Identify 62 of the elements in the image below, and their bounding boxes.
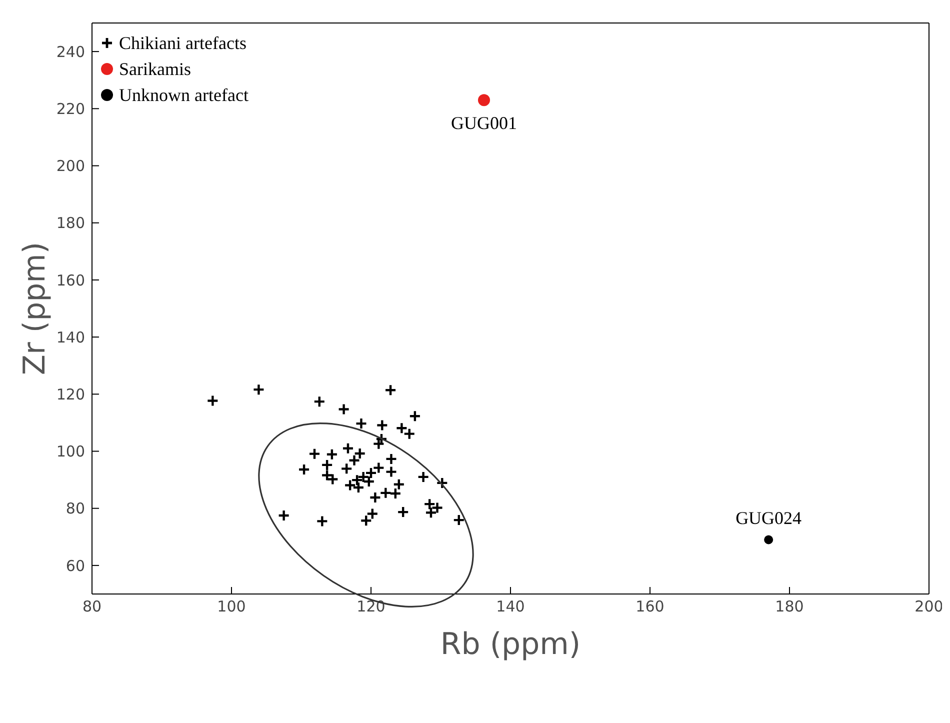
point <box>408 410 422 422</box>
point <box>764 535 774 544</box>
point <box>384 384 397 396</box>
point <box>372 462 385 474</box>
point <box>424 506 438 519</box>
legend-label: Sarikamis <box>119 58 191 81</box>
x-tick-label: 140 <box>496 598 525 616</box>
point <box>389 487 402 500</box>
x-tick-label: 120 <box>356 598 386 616</box>
y-tick-label: 180 <box>56 214 85 232</box>
point <box>313 395 326 408</box>
point <box>478 94 490 106</box>
point <box>350 474 364 486</box>
x-tick-label: 160 <box>636 598 664 616</box>
point <box>385 466 398 478</box>
point <box>342 442 354 454</box>
y-tick-label: 60 <box>66 556 85 575</box>
point <box>396 506 410 518</box>
point <box>385 452 398 466</box>
point <box>348 454 360 466</box>
x-tick-label: 180 <box>775 598 804 616</box>
legend-label: Chikiani artefacts <box>119 32 246 55</box>
x-tick-label: 200 <box>914 598 944 616</box>
point <box>340 462 353 475</box>
point <box>452 514 465 526</box>
point <box>417 470 430 484</box>
annotation: GUG001 <box>450 112 517 133</box>
point <box>298 463 310 476</box>
point <box>344 479 356 492</box>
point <box>364 466 378 480</box>
point <box>366 508 378 520</box>
y-tick-label: 140 <box>56 328 85 346</box>
point <box>360 514 372 527</box>
legend-label: Unknown artefact <box>119 84 248 107</box>
point <box>352 481 365 494</box>
y-tick-label: 120 <box>56 385 85 404</box>
y-tick-label: 100 <box>56 442 85 461</box>
x-tick-label: 80 <box>82 598 102 616</box>
point <box>436 476 448 490</box>
y-axis-title: Zr (ppm) <box>18 242 53 376</box>
y-tick-label: 200 <box>56 157 85 176</box>
point <box>380 486 392 500</box>
point <box>376 419 388 432</box>
point <box>206 394 219 407</box>
point <box>320 458 334 472</box>
point <box>338 403 350 416</box>
y-tick-label: 240 <box>56 42 85 61</box>
point <box>278 509 290 522</box>
point <box>392 478 405 490</box>
x-tick-label: 100 <box>217 598 246 616</box>
point <box>354 447 366 460</box>
y-tick-label: 220 <box>56 100 85 118</box>
point <box>308 448 321 460</box>
annotation: GUG024 <box>736 508 802 528</box>
point <box>369 491 382 504</box>
y-tick-label: 80 <box>66 500 85 518</box>
point <box>316 515 328 528</box>
point <box>326 448 338 460</box>
y-tick-label: 160 <box>56 271 85 290</box>
point <box>355 417 368 430</box>
point <box>252 383 265 396</box>
x-axis-title: Rb (ppm) <box>440 627 581 662</box>
